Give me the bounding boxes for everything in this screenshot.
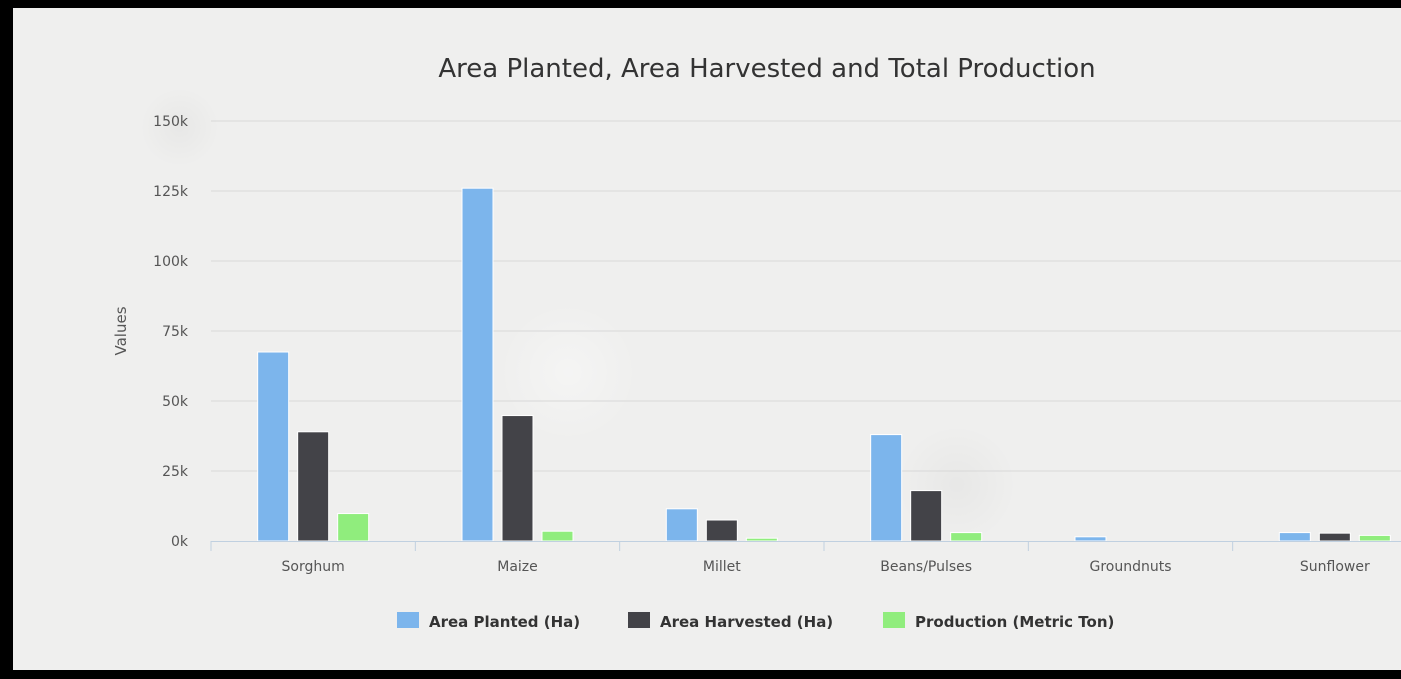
legend-swatch [397, 612, 419, 628]
x-tick-label: Sorghum [282, 559, 345, 575]
chart-title: Area Planted, Area Harvested and Total P… [438, 54, 1095, 84]
y-tick-label: 125k [153, 184, 189, 200]
y-tick-label: 25k [162, 464, 189, 480]
legend-swatch [883, 612, 905, 628]
x-tick-label: Groundnuts [1089, 559, 1171, 575]
bar-production-(metric-sunflower [1358, 534, 1391, 542]
x-tick-label: Beans/Pulses [880, 559, 972, 575]
legend-swatch [628, 612, 650, 628]
bar-production-(metric-sorghum [337, 513, 370, 542]
y-tick-label: 75k [162, 324, 189, 340]
legend-item-label: Area Harvested (Ha) [660, 613, 833, 631]
x-tick-label: Millet [703, 559, 741, 575]
bar-area-harvested-millet [705, 519, 738, 542]
y-axis-label: Values [112, 306, 130, 355]
bar-area-harvested-beanspulses [910, 490, 943, 542]
bar-area-harvested-sunflower [1318, 532, 1351, 542]
bar-production-(metric-beanspulses [950, 532, 983, 542]
bar-area-planted-millet [665, 508, 698, 542]
chart-panel [13, 8, 1401, 670]
x-tick-label: Sunflower [1300, 559, 1370, 575]
y-tick-labels: 0k 25k 50k 75k 100k 125k 150k [153, 114, 189, 550]
bar-area-harvested-maize [501, 415, 534, 542]
bar-area-planted-maize [461, 187, 494, 542]
legend: Area Planted (Ha) Area Harvested (Ha) Prod… [397, 612, 1114, 631]
legend-item-label: Area Planted (Ha) [429, 613, 580, 631]
bar-area-planted-beanspulses [870, 434, 903, 542]
axes [210, 541, 1401, 551]
x-tick-label: Maize [497, 559, 538, 575]
bar-area-planted-sorghum [257, 351, 290, 542]
bar-area-harvested-sorghum [297, 431, 330, 542]
legend-item-label: Production (Metric Ton) [915, 613, 1114, 631]
gridlines [211, 120, 1401, 472]
bars [257, 187, 1391, 542]
y-tick-label: 0k [171, 534, 189, 550]
bar-production-(metric-maize [541, 530, 574, 542]
y-tick-label: 50k [162, 394, 189, 410]
x-tick-labels: Sorghum Maize Millet Beans/Pulses Groundnuts… [282, 559, 1370, 575]
bar-production-(metric-millet [745, 537, 778, 542]
y-tick-label: 100k [153, 254, 189, 270]
bar-area-planted-sunflower [1278, 532, 1311, 542]
bar-area-planted-groundnuts [1074, 536, 1107, 542]
y-tick-label: 150k [153, 114, 189, 130]
